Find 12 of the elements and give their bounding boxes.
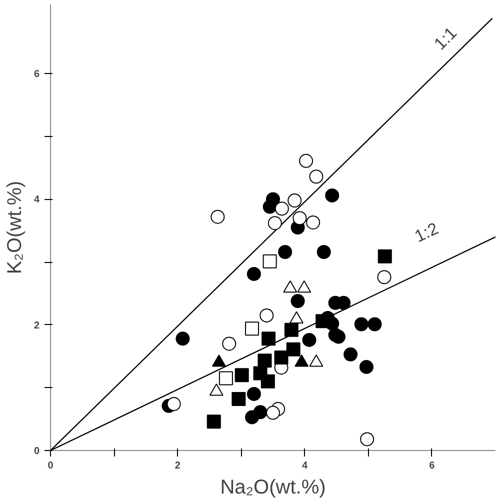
annotation: 1:2 (412, 218, 442, 246)
x-tick-label: 4 (302, 460, 308, 472)
y-axis-title: K₂O(wt.%) (4, 180, 26, 274)
annotation: 1:1 (430, 23, 461, 54)
y-tick-label: 2 (34, 320, 40, 332)
x-tick-label: 6 (429, 460, 436, 472)
y-tick-label: 0 (34, 446, 40, 457)
y-tick-label: 4 (34, 194, 40, 206)
y-tick-label: 6 (34, 69, 40, 80)
x-tick-label: 0 (48, 460, 54, 472)
x-axis-title: Na₂O(wt.%) (220, 476, 326, 498)
x-tick-label: 2 (174, 460, 181, 472)
